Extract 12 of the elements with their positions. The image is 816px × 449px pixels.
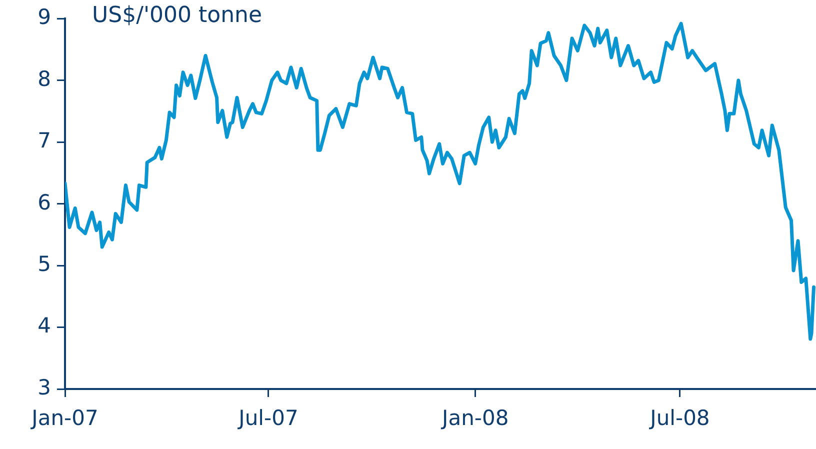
- y-axis-title: US$/'000 tonne: [92, 3, 262, 28]
- y-tick-label: 6: [38, 190, 51, 214]
- x-tick-label: Jan-08: [440, 406, 509, 430]
- y-tick-label: 8: [38, 66, 51, 91]
- y-tick-label: 5: [38, 252, 51, 276]
- y-tick-label: 4: [38, 314, 51, 338]
- y-tick-label: 9: [38, 5, 51, 30]
- x-tick-label: Jul-07: [236, 406, 298, 430]
- x-tick-label: Jan-07: [30, 406, 98, 430]
- y-tick-label: 3: [38, 375, 51, 400]
- y-tick-label: 7: [38, 128, 51, 153]
- x-tick-label: Jul-08: [648, 406, 710, 430]
